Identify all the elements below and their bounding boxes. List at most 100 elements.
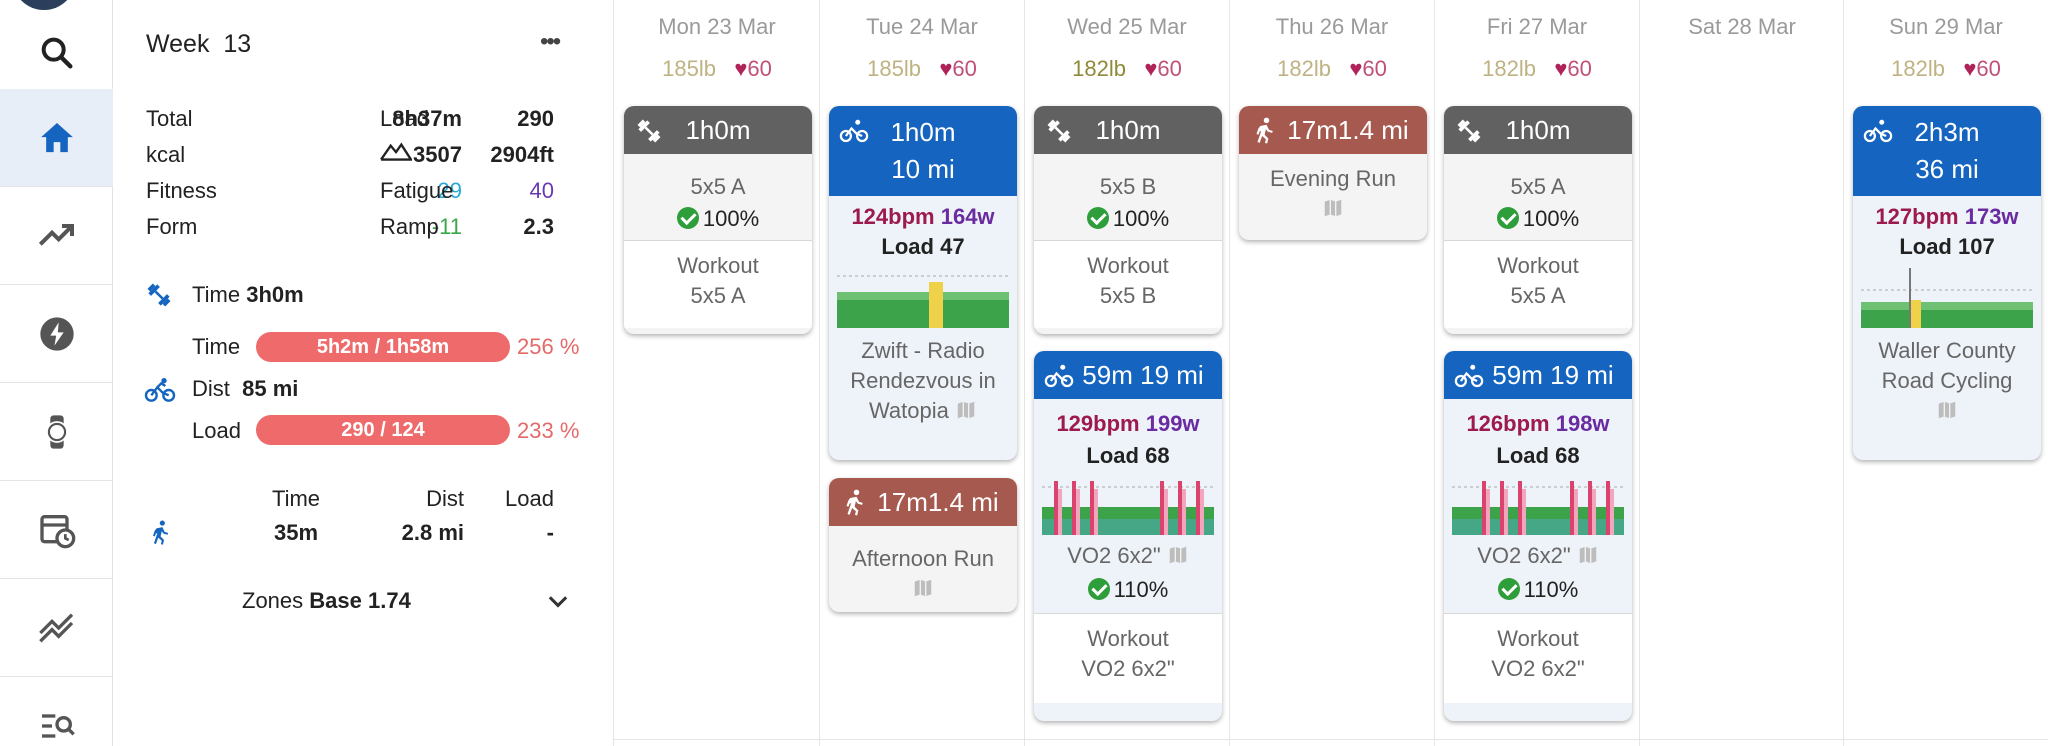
run-icon: [846, 489, 863, 516]
activity-name: 5x5 B: [1099, 174, 1157, 199]
nav-filter[interactable]: [0, 677, 113, 746]
planned-workout-name: VO2 6x2": [1081, 656, 1175, 681]
nav-home[interactable]: [0, 89, 113, 187]
nav-compare[interactable]: [0, 579, 113, 677]
elevation-icon: [380, 140, 414, 168]
compliance: 110%: [1034, 569, 1222, 613]
run-icon: [1256, 117, 1273, 144]
power-chart: [1452, 479, 1624, 535]
activity-card-ride[interactable]: 1h0m 10 mi 124bpm 164w Load 47 Zwift - Ra…: [829, 106, 1017, 460]
map-icon: [1579, 546, 1597, 564]
filter-search-icon: [41, 714, 75, 738]
fatigue-value: 40: [529, 178, 554, 203]
bike-icon: [1454, 364, 1484, 388]
nav-plan[interactable]: [0, 481, 113, 579]
activity-time: 1h0m: [1505, 114, 1571, 145]
fitness-label: Fitness: [146, 178, 217, 203]
nav-watch[interactable]: [0, 383, 113, 481]
avg-power: 198w: [1555, 411, 1610, 436]
activity-card-run[interactable]: 17m 1.4 mi Evening Run: [1239, 106, 1427, 240]
avg-hr: 126bpm: [1466, 411, 1550, 436]
bolt-icon: [39, 316, 74, 351]
activity-card-ride[interactable]: 2h3m 36 mi 127bpm 173w Load 107 Waller Co…: [1853, 106, 2041, 460]
day-header-sat: Sat 28 Mar: [1688, 14, 1796, 39]
run-load-label: Load: [505, 486, 554, 511]
activity-time: 59m: [1082, 359, 1133, 390]
activity-load: Load 68: [1086, 443, 1170, 468]
activity-card-ride[interactable]: 59m 19 mi 129bpm 199w Load 68 VO2 6x2" 1…: [1034, 351, 1222, 721]
activity-name: VO2 6x2": [1477, 543, 1571, 568]
more-options-button[interactable]: •••: [540, 28, 561, 55]
activity-load: Load 47: [881, 234, 965, 259]
activity-card-run[interactable]: 17m 1.4 mi Afternoon Run: [829, 478, 1017, 612]
activity-card-strength[interactable]: 1h0m 5x5 B 100% Workout 5x5 B: [1034, 106, 1222, 334]
map-icon: [1938, 401, 1956, 419]
run-load-value: -: [546, 520, 554, 545]
day-meta-mon: 185lb ♥60: [662, 56, 772, 81]
run-icon: [146, 518, 174, 554]
avatar[interactable]: [12, 0, 76, 10]
ride-load-pct: 233 %: [517, 418, 580, 443]
planned-workout-name: VO2 6x2": [1491, 656, 1585, 681]
nav-fitness[interactable]: [0, 187, 113, 285]
zones-summary[interactable]: Zones Base 1.74: [242, 588, 411, 613]
form-label: Form: [146, 214, 198, 239]
weight-training-icon: [144, 280, 174, 316]
activity-card-ride[interactable]: 59m 19 mi 126bpm 198w Load 68 VO2 6x2" 1…: [1444, 351, 1632, 721]
activity-distance: 36 mi: [1915, 154, 1979, 184]
activity-load: Load 68: [1496, 443, 1580, 468]
day-meta-thu: 182lb ♥60: [1277, 56, 1387, 81]
planned-workout-label: Workout: [1087, 253, 1169, 278]
day-header-sun: Sun 29 Mar: [1889, 14, 2003, 39]
map-icon: [1169, 546, 1187, 564]
map-icon: [1324, 199, 1342, 217]
week-label: Week 13: [146, 30, 252, 58]
load-value: 290: [517, 106, 554, 131]
avg-hr: 129bpm: [1056, 411, 1140, 436]
weight-training-icon: [1047, 119, 1071, 143]
power-chart: [837, 268, 1009, 328]
fitness-value: 29: [437, 178, 462, 203]
check-icon: [1496, 207, 1519, 229]
activity-time: 2h3m: [1914, 117, 1980, 147]
ride-time-bar: 5h2m / 1h58m: [256, 332, 510, 362]
activity-time: 17m: [1287, 114, 1338, 145]
nav-power[interactable]: [0, 285, 113, 383]
run-dist-value: 2.8 mi: [401, 520, 464, 545]
activity-name: Rendezvous in: [850, 368, 996, 393]
nav-search[interactable]: [0, 4, 113, 102]
side-nav: [0, 0, 113, 746]
day-header-mon: Mon 23 Mar: [658, 14, 776, 39]
map-icon: [914, 579, 932, 597]
bike-icon: [144, 374, 176, 412]
bike-icon: [1044, 364, 1074, 388]
ride-load-label: Load: [192, 418, 241, 443]
day-meta-fri: 182lb ♥60: [1482, 56, 1592, 81]
activity-card-strength[interactable]: 1h0m 5x5 A 100% Workout 5x5 A: [1444, 106, 1632, 334]
elevation-value: 2904ft: [490, 142, 554, 167]
activity-distance: 1.4 mi: [927, 486, 999, 517]
power-chart: [1042, 479, 1214, 535]
chevron-down-icon[interactable]: [544, 588, 572, 622]
activity-time: 1h0m: [685, 114, 751, 145]
activity-card-strength[interactable]: 1h0m 5x5 A 100% Workout 5x5 A: [624, 106, 812, 334]
ramp-value: 2.3: [523, 214, 554, 239]
compliance: 100%: [1034, 200, 1222, 240]
planned-workout-name: 5x5 A: [1510, 283, 1566, 308]
planned-workout-label: Workout: [677, 253, 759, 278]
watch-icon: [45, 414, 68, 449]
run-dist-label: Dist: [426, 486, 464, 511]
activity-distance: 1.4 mi: [1337, 114, 1409, 145]
activity-name: VO2 6x2": [1067, 543, 1161, 568]
bike-icon: [839, 119, 869, 143]
power-chart: [1861, 268, 2033, 328]
activity-distance: 19 mi: [1140, 359, 1204, 390]
check-icon: [676, 207, 699, 229]
compare-lines-icon: [38, 612, 73, 643]
day-meta-sun: 182lb ♥60: [1891, 56, 2001, 81]
activity-name: Watopia: [868, 398, 949, 423]
avg-power: 164w: [940, 204, 995, 229]
weight-training-icon: [1457, 119, 1481, 143]
activity-time: 1h0m: [1095, 114, 1161, 145]
planned-workout-label: Workout: [1497, 626, 1579, 651]
